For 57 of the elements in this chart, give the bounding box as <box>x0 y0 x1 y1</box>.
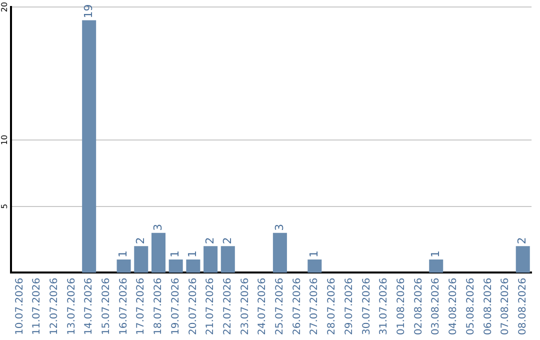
data-label: 1 <box>116 250 130 258</box>
x-tick-label: 23.07.2026 <box>240 278 251 336</box>
x-tick-label: 31.07.2026 <box>378 278 390 336</box>
x-tick-label: 15.07.2026 <box>101 278 112 336</box>
y-tick-label: 20 <box>0 2 10 12</box>
x-tick-label: 21.07.2026 <box>205 278 216 336</box>
x-tick-label: 05.08.2026 <box>465 278 476 336</box>
x-tick-label: 24.07.2026 <box>257 278 268 336</box>
x-tick-label: 18.07.2026 <box>153 278 164 336</box>
data-label: 1 <box>168 250 182 258</box>
data-label: 2 <box>220 237 234 244</box>
x-tick-label: 11.07.2026 <box>32 278 43 336</box>
bar <box>429 259 444 273</box>
bar <box>82 20 96 273</box>
bar <box>168 259 183 273</box>
x-tick-label: 26.07.2026 <box>292 278 303 336</box>
x-tick-label: 06.08.2026 <box>482 278 494 336</box>
x-tick-label: 16.07.2026 <box>118 278 130 336</box>
bar <box>220 246 235 273</box>
x-tick-label: 19.07.2026 <box>170 278 182 336</box>
x-tick-label: 03.08.2026 <box>430 278 442 336</box>
x-tick-label: 25.07.2026 <box>274 278 286 336</box>
bar <box>516 246 530 273</box>
x-tick-label: 20.07.2026 <box>188 278 199 336</box>
bar <box>134 246 148 273</box>
x-tick-label: 17.07.2026 <box>136 278 147 336</box>
data-label: 19 <box>82 4 95 18</box>
data-label: 2 <box>203 237 216 244</box>
y-tick-label: 5 <box>0 204 10 209</box>
bar <box>308 259 322 273</box>
data-label: 3 <box>151 224 164 231</box>
x-tick-label: 04.08.2026 <box>448 278 460 336</box>
x-tick-label: 27.07.2026 <box>309 278 320 336</box>
bar <box>186 259 200 273</box>
data-label: 1 <box>186 250 200 258</box>
x-tick-label: 29.07.2026 <box>344 278 355 336</box>
data-label: 3 <box>272 224 286 231</box>
data-label: 2 <box>516 237 529 244</box>
data-label: 1 <box>308 250 321 258</box>
x-tick-label: 02.08.2026 <box>413 278 424 336</box>
data-label: 2 <box>134 237 147 244</box>
x-tick-label: 07.08.2026 <box>500 278 512 336</box>
bar <box>116 259 131 273</box>
x-tick-label: 08.08.2026 <box>517 278 528 336</box>
x-tick-label: 10.07.2026 <box>14 278 26 336</box>
y-tick-label: 10 <box>0 134 10 145</box>
x-tick-label: 13.07.2026 <box>66 278 78 336</box>
x-tick-label: 01.08.2026 <box>396 278 407 336</box>
x-tick-label: 30.07.2026 <box>361 278 372 336</box>
data-label: 1 <box>428 250 442 258</box>
x-tick-label: 22.07.2026 <box>222 278 234 336</box>
bar <box>151 232 166 273</box>
bar <box>272 232 287 273</box>
bar <box>204 246 218 273</box>
x-tick-label: 12.07.2026 <box>48 278 60 336</box>
x-tick-label: 28.07.2026 <box>326 278 338 336</box>
x-tick-label: 14.07.2026 <box>84 278 95 336</box>
